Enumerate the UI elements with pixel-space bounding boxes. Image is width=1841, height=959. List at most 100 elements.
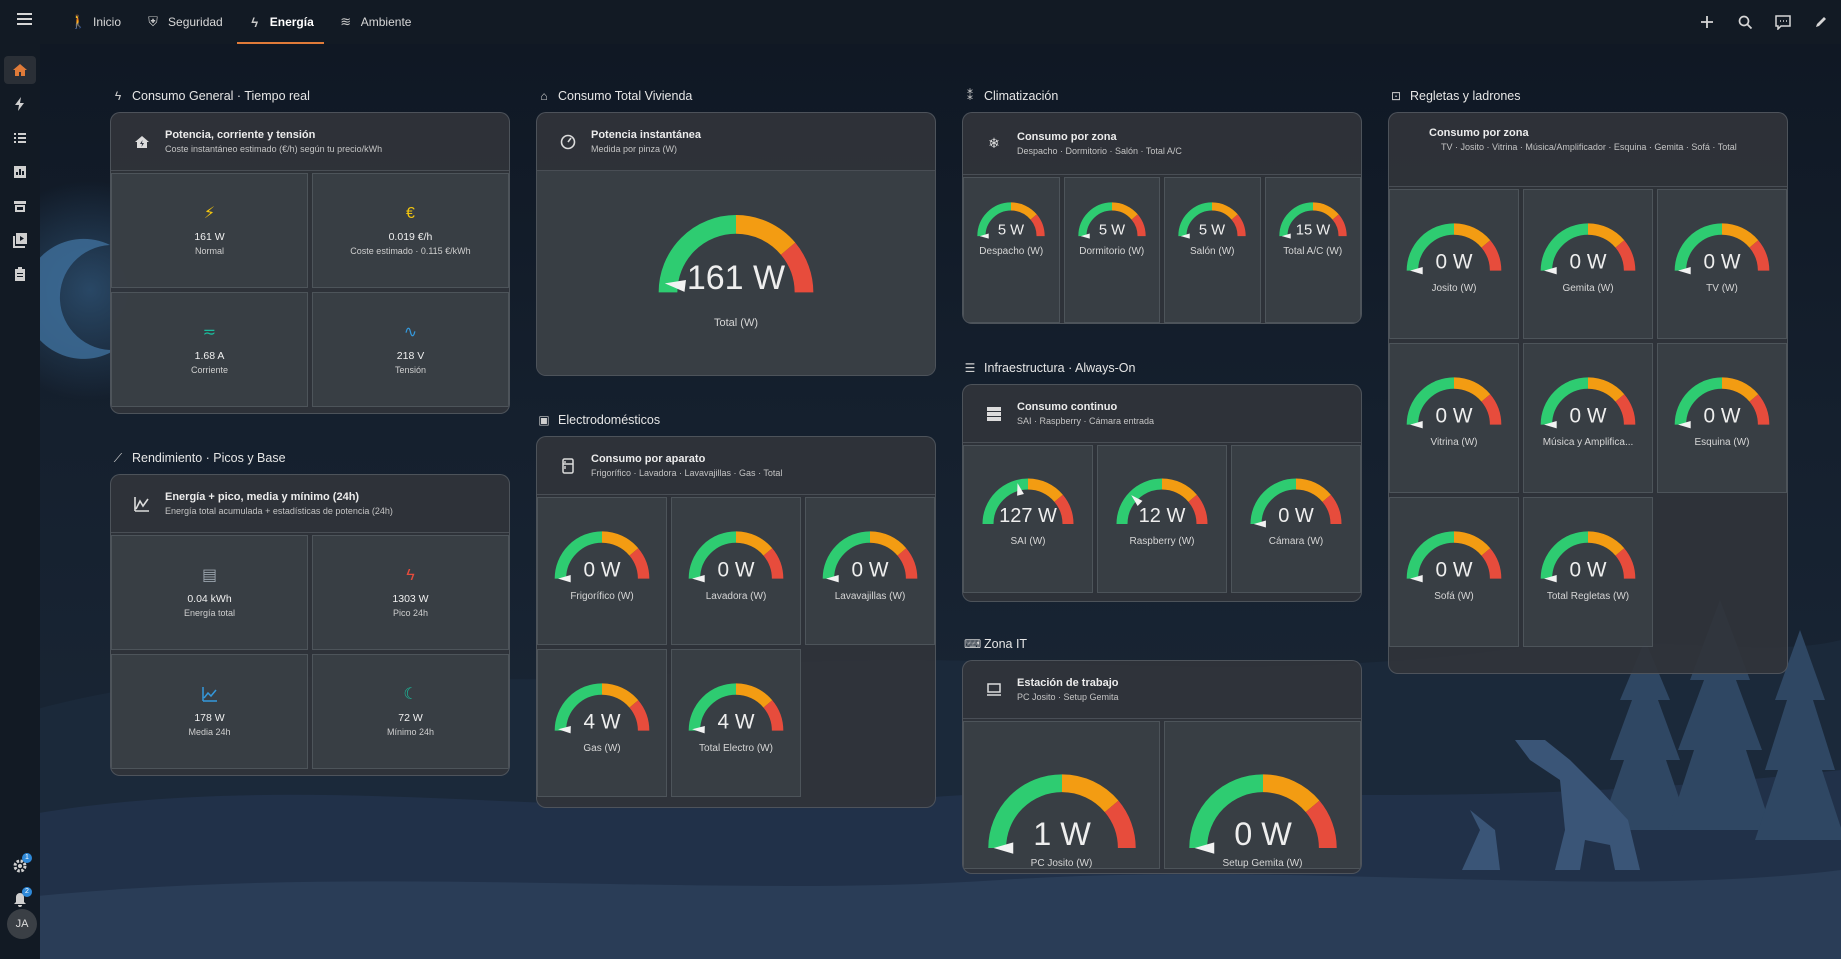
gauge-segment-orange (1061, 774, 1118, 813)
gauge-tile[interactable]: 5 W Dormitorio (W) (1063, 177, 1160, 323)
tab-seguridad[interactable]: ⛨ Seguridad (133, 0, 235, 44)
gauge-tile[interactable]: 0 W Total Regletas (W) (1523, 497, 1653, 647)
bell-icon[interactable]: 2 (4, 886, 36, 914)
gauge-tile[interactable]: 0 W Setup Gemita (W) (1164, 721, 1361, 869)
gauge-svg: 0 W (1674, 377, 1770, 429)
gauge-svg: 5 W (1178, 202, 1246, 239)
card-title: Consumo por zona (1429, 127, 1529, 139)
gauge-value: 4 W (584, 711, 621, 734)
section-title-text: Electrodomésticos (558, 413, 661, 427)
gauge-segment-orange (735, 531, 773, 556)
search-icon[interactable] (1735, 12, 1755, 32)
gauge-tile[interactable]: 5 W Salón (W) (1164, 177, 1261, 323)
gauge-needle (692, 726, 705, 734)
tile-cost[interactable]: € 0.019 €/h Coste estimado · 0.115 €/kWh (312, 173, 509, 288)
tile-power[interactable]: ⚡ 161 W Normal (111, 173, 308, 288)
gauge-segment-orange (1721, 223, 1759, 248)
gauge-tile[interactable]: 0 W Esquina (W) (1657, 343, 1787, 493)
gauge-segment-green (1406, 377, 1455, 425)
chart-icon[interactable] (4, 158, 36, 186)
home-icon[interactable] (4, 56, 36, 84)
gauge-needle (1194, 842, 1214, 854)
server-icon: ☰ (964, 361, 976, 375)
gauge-tile[interactable]: 4 W Gas (W) (537, 649, 667, 797)
gauge-tile[interactable]: 1 W PC Josito (W) (963, 721, 1160, 869)
gauge-segment-red (629, 700, 650, 731)
gauge-tile[interactable]: 4 W Total Electro (W) (671, 649, 801, 797)
menu-icon[interactable] (12, 10, 36, 34)
tile-minimum[interactable]: ☾ 72 W Mínimo 24h (312, 654, 509, 769)
gauge-segment-green (688, 683, 737, 731)
tab-ambiente[interactable]: ≋ Ambiente (326, 0, 424, 44)
gauge-tile[interactable]: 12 W Raspberry (W) (1097, 445, 1227, 593)
gauge-value: 0 W (1570, 251, 1607, 274)
gauge-tile[interactable]: 5 W Despacho (W) (963, 177, 1060, 323)
gauge-value: 0 W (852, 559, 889, 582)
gauge-label: Salón (W) (1190, 246, 1235, 257)
gauge-tile[interactable]: 0 W Sofá (W) (1389, 497, 1519, 647)
view-tabs: 🚶 Inicio ⛨ Seguridad ϟ Energía ≋ Ambient… (58, 0, 423, 44)
shield-icon: ⛨ (148, 14, 158, 29)
section-consumo-total: ⌂ Consumo Total Vivienda Potencia instan… (536, 86, 936, 376)
tile-energy[interactable]: ▤ 0.04 kWh Energía total (111, 535, 308, 650)
hacs-icon[interactable] (4, 192, 36, 220)
gauge-tile[interactable]: 127 W SAI (W) (963, 445, 1093, 593)
gauge-segment-green (982, 478, 1029, 525)
lightning-icon[interactable] (4, 90, 36, 118)
gauge-tile[interactable]: 0 W Josito (W) (1389, 189, 1519, 339)
tile-value: 161 W (194, 231, 225, 243)
card-climatizacion: ❄ Consumo por zona Despacho · Dormitorio… (962, 112, 1362, 324)
edit-icon[interactable] (1811, 12, 1831, 32)
card-title: Potencia instantánea (591, 128, 702, 141)
section-title-text: Rendimiento · Picos y Base (132, 451, 286, 465)
tile-average[interactable]: 178 W Media 24h (111, 654, 308, 769)
desk-icon: ⌨ (964, 637, 982, 651)
media-icon[interactable] (4, 226, 36, 254)
gauge-tile[interactable]: 0 W Gemita (W) (1523, 189, 1653, 339)
card-electrodomesticos: Consumo por aparato Frigorífico · Lavado… (536, 436, 936, 808)
assist-icon[interactable] (1773, 12, 1793, 32)
gauge-tile[interactable]: 0 W Lavadora (W) (671, 497, 801, 645)
gauge-tile[interactable]: 15 W Total A/C (W) (1264, 177, 1361, 323)
avatar[interactable]: JA (7, 909, 37, 939)
clipboard-icon[interactable] (4, 260, 36, 288)
gauge-needle (1131, 495, 1143, 506)
card-consumo-general: Potencia, corriente y tensión Coste inst… (110, 112, 510, 414)
tile-current[interactable]: ≂ 1.68 A Corriente (111, 292, 308, 407)
plus-icon[interactable] (1697, 12, 1717, 32)
settings-icon[interactable]: 1 (4, 852, 36, 880)
gauge-tile[interactable]: 0 W Vitrina (W) (1389, 343, 1519, 493)
gauge-tile[interactable]: 0 W Música y Amplifica... (1523, 343, 1653, 493)
gauge-tile[interactable]: 0 W Cámara (W) (1231, 445, 1361, 593)
tiles-grid: ⚡ 161 W Normal € 0.019 €/h Coste estimad… (111, 171, 509, 407)
tab-inicio[interactable]: 🚶 Inicio (58, 0, 133, 44)
gauge-tile[interactable]: 0 W Lavavajillas (W) (805, 497, 935, 645)
gauge-svg: 0 W (1188, 774, 1337, 854)
gauge-svg: 0 W (1540, 377, 1636, 429)
tab-label: Seguridad (168, 15, 223, 29)
card-header: Energía + pico, media y mínimo (24h) Ene… (111, 475, 509, 533)
empty-tile (1657, 497, 1787, 647)
main-gauge-tile[interactable]: 161 W Total (W) (537, 171, 935, 375)
gauge-value: 127 W (999, 505, 1057, 527)
gauge-segment-orange (735, 683, 773, 708)
gauge-needle (558, 726, 571, 734)
gauge-segment-orange (1453, 377, 1491, 402)
gauge-needle (1678, 267, 1691, 275)
gauge-segment-orange (869, 531, 907, 556)
gauge-value: 4 W (718, 711, 755, 734)
tiles-grid: ▤ 0.04 kWh Energía total ϟ 1303 W Pico 2… (111, 533, 509, 769)
list-icon[interactable] (4, 124, 36, 152)
section-title: ☰ Infraestructura · Always-On (962, 358, 1362, 378)
gauge-tile[interactable]: 0 W Frigorífico (W) (537, 497, 667, 645)
tab-energia[interactable]: ϟ Energía (235, 0, 326, 44)
gauge-label: Frigorífico (W) (570, 591, 634, 602)
gauge-needle (1544, 421, 1557, 429)
tile-voltage[interactable]: ∿ 218 V Tensión (312, 292, 509, 407)
fox-silhouette (1462, 740, 1640, 870)
gauge-value: 0 W (1570, 405, 1607, 428)
gauge-tile[interactable]: 0 W TV (W) (1657, 189, 1787, 339)
gauge-svg: 0 W (1540, 531, 1636, 583)
section-title-text: Infraestructura · Always-On (984, 361, 1136, 375)
tile-peak[interactable]: ϟ 1303 W Pico 24h (312, 535, 509, 650)
